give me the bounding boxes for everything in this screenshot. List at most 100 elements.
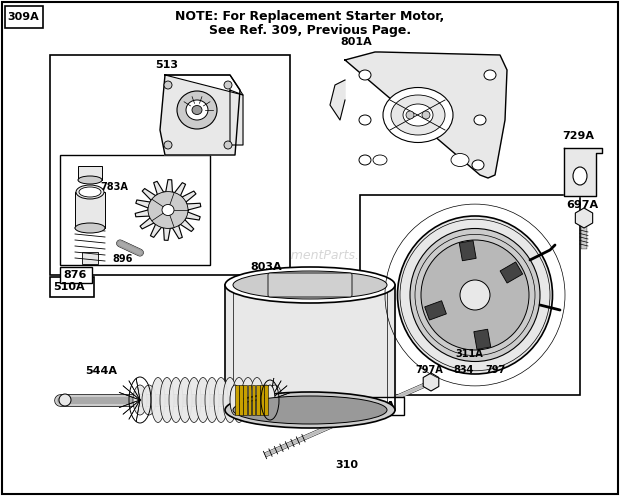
Ellipse shape: [359, 155, 371, 165]
FancyBboxPatch shape: [425, 301, 446, 320]
Ellipse shape: [230, 385, 240, 415]
Ellipse shape: [178, 377, 192, 423]
FancyBboxPatch shape: [500, 262, 523, 283]
Text: 801A: 801A: [340, 37, 372, 47]
Bar: [360, 195, 580, 395]
Text: See Ref. 309, Previous Page.: See Ref. 309, Previous Page.: [209, 24, 411, 37]
Text: 834: 834: [453, 365, 474, 375]
Text: 697A: 697A: [566, 200, 598, 210]
Circle shape: [224, 141, 232, 149]
Text: 309A: 309A: [7, 12, 38, 22]
Polygon shape: [165, 75, 243, 95]
Circle shape: [59, 394, 71, 406]
Ellipse shape: [78, 176, 102, 184]
Text: 797: 797: [485, 365, 505, 375]
Text: 896: 896: [112, 254, 133, 264]
Ellipse shape: [484, 70, 496, 80]
FancyBboxPatch shape: [459, 241, 476, 261]
Ellipse shape: [79, 187, 101, 197]
Bar: [239, 385, 242, 415]
Bar: [256, 385, 260, 415]
Bar: [78, 166, 102, 180]
Ellipse shape: [359, 115, 371, 125]
Ellipse shape: [187, 377, 201, 423]
Ellipse shape: [160, 377, 174, 423]
Circle shape: [422, 111, 430, 119]
Polygon shape: [160, 75, 240, 155]
Ellipse shape: [148, 191, 188, 228]
Ellipse shape: [250, 377, 264, 423]
Ellipse shape: [259, 385, 273, 415]
Ellipse shape: [223, 377, 237, 423]
Bar: [75, 192, 105, 228]
Ellipse shape: [76, 185, 104, 199]
Polygon shape: [330, 80, 345, 120]
Bar: [360, 397, 404, 415]
Ellipse shape: [403, 104, 433, 126]
Ellipse shape: [383, 87, 453, 142]
Text: 311A: 311A: [455, 349, 483, 359]
Text: 803A: 803A: [250, 262, 281, 272]
Bar: [50, 55, 290, 275]
Ellipse shape: [265, 385, 275, 415]
Ellipse shape: [225, 267, 395, 303]
Bar: [235, 385, 239, 415]
Ellipse shape: [460, 280, 490, 310]
Ellipse shape: [192, 106, 202, 115]
Ellipse shape: [142, 385, 156, 415]
Ellipse shape: [186, 100, 208, 120]
Polygon shape: [230, 90, 243, 145]
Text: 729A: 729A: [562, 131, 594, 141]
Ellipse shape: [359, 70, 371, 80]
Ellipse shape: [232, 377, 246, 423]
Ellipse shape: [233, 396, 387, 424]
Ellipse shape: [75, 223, 105, 233]
Bar: [247, 385, 251, 415]
Text: 513: 513: [155, 60, 178, 70]
Ellipse shape: [214, 377, 228, 423]
Ellipse shape: [133, 385, 147, 415]
Text: 544A: 544A: [85, 366, 117, 376]
Ellipse shape: [233, 271, 387, 299]
FancyBboxPatch shape: [474, 329, 491, 349]
Text: eReplacementParts.com: eReplacementParts.com: [234, 248, 386, 261]
Ellipse shape: [421, 240, 529, 350]
Bar: [50, 277, 94, 297]
Circle shape: [406, 111, 414, 119]
Text: 802A: 802A: [363, 401, 395, 411]
Ellipse shape: [472, 160, 484, 170]
Circle shape: [164, 81, 172, 89]
Ellipse shape: [169, 377, 183, 423]
Ellipse shape: [391, 95, 445, 135]
Text: 510A: 510A: [53, 282, 84, 292]
Bar: [60, 267, 92, 283]
Ellipse shape: [410, 229, 540, 362]
Ellipse shape: [474, 115, 486, 125]
FancyBboxPatch shape: [268, 273, 352, 297]
Ellipse shape: [241, 377, 255, 423]
Ellipse shape: [162, 204, 174, 216]
Ellipse shape: [573, 167, 587, 185]
Bar: [264, 385, 268, 415]
Ellipse shape: [225, 392, 395, 428]
Ellipse shape: [451, 153, 469, 167]
Polygon shape: [564, 148, 602, 196]
Circle shape: [224, 81, 232, 89]
Polygon shape: [225, 285, 395, 410]
Ellipse shape: [205, 377, 219, 423]
Text: 783A: 783A: [100, 182, 128, 192]
Bar: [5, 6, 43, 28]
Bar: [260, 385, 264, 415]
Text: 797A: 797A: [415, 365, 443, 375]
Circle shape: [164, 141, 172, 149]
Text: 876: 876: [63, 270, 86, 280]
Ellipse shape: [196, 377, 210, 423]
Bar: [82, 252, 98, 264]
Bar: [252, 385, 255, 415]
Ellipse shape: [268, 385, 282, 415]
Bar: [244, 385, 247, 415]
Bar: [60, 155, 210, 265]
Ellipse shape: [177, 91, 217, 129]
Text: 310: 310: [335, 460, 358, 470]
Ellipse shape: [373, 155, 387, 165]
